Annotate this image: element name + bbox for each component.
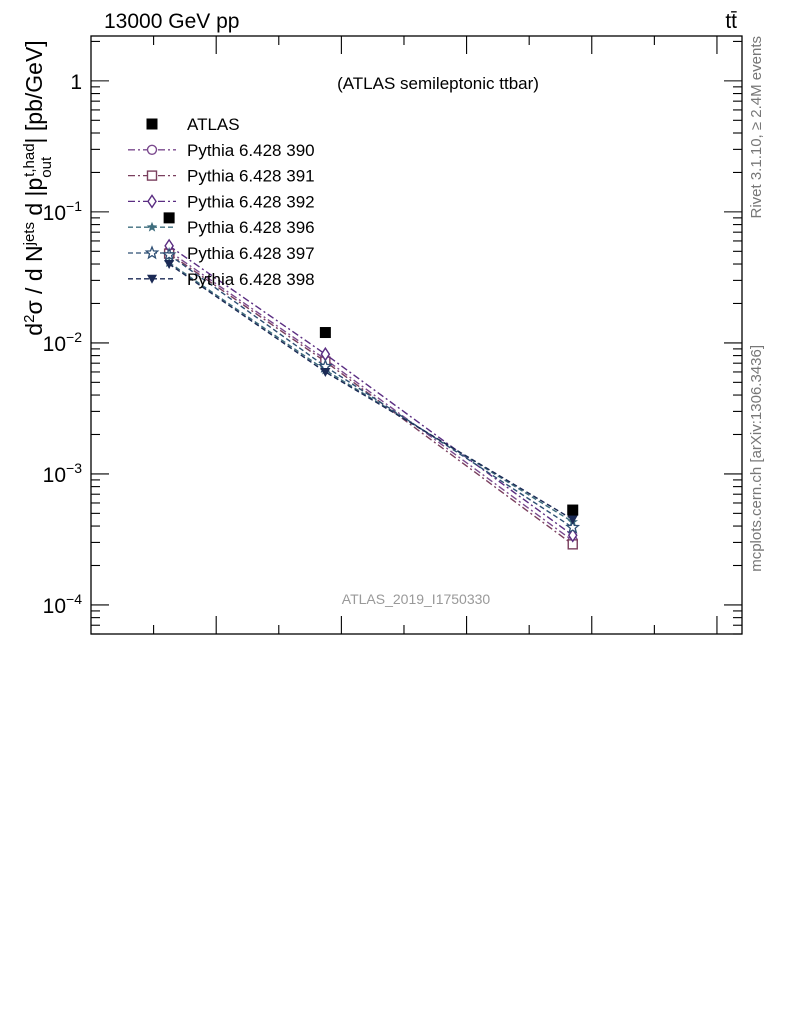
data-point — [319, 327, 331, 339]
energy-label: 13000 GeV pp — [104, 10, 239, 33]
legend-marker — [146, 221, 158, 232]
legend-marker — [144, 245, 160, 260]
series-layer — [161, 212, 581, 550]
data-point — [567, 515, 578, 525]
series-pythia-6-428-397 — [161, 246, 581, 534]
legend-label: Pythia 6.428 396 — [187, 218, 315, 237]
legend-label: Pythia 6.428 390 — [187, 141, 315, 160]
legend-marker — [147, 274, 157, 284]
legend-marker — [146, 118, 158, 130]
data-point — [567, 528, 578, 543]
data-point — [565, 519, 581, 534]
rivet-label: Rivet 3.1.10, ≥ 2.4M events — [748, 36, 765, 219]
legend-item: Pythia 6.428 391 — [128, 167, 315, 186]
legend-marker — [146, 144, 158, 156]
legend-item: Pythia 6.428 396 — [128, 218, 315, 237]
legend-label: Pythia 6.428 397 — [187, 244, 315, 263]
series-atlas — [163, 212, 579, 516]
data-point — [163, 212, 175, 224]
data-point — [320, 367, 331, 377]
series-line — [168, 245, 574, 536]
series-line — [168, 250, 574, 542]
series-line — [168, 254, 574, 529]
legend-label: Pythia 6.428 398 — [187, 270, 315, 289]
legend-marker — [146, 170, 158, 181]
legend-item: Pythia 6.428 392 — [128, 192, 315, 211]
series-line — [168, 263, 574, 521]
mcplots-label: mcplots.cern.ch [arXiv:1306.3436] — [748, 345, 765, 572]
y-tick-label: 10−4 — [43, 591, 83, 618]
chart-title: (ATLAS semileptonic ttbar) — [337, 74, 539, 93]
legend-item: ATLAS — [146, 115, 240, 134]
y-tick-label: 1 — [70, 71, 82, 94]
data-point — [567, 504, 579, 516]
legend-marker — [147, 194, 157, 209]
plot-frame — [90, 35, 743, 635]
data-point — [164, 260, 175, 270]
series-line — [168, 253, 574, 545]
series-pythia-6-428-390 — [163, 246, 578, 546]
legend-label: ATLAS — [187, 115, 240, 134]
analysis-watermark: ATLAS_2019_I1750330 — [342, 591, 491, 607]
process-label: tt̄ — [725, 10, 737, 33]
legend-item: Pythia 6.428 398 — [128, 270, 315, 289]
y-tick-labels: 1 10−1 10−2 10−3 10−4 — [43, 71, 83, 618]
series-pythia-6-428-392 — [164, 238, 578, 543]
y-axis-label: d2σ / d Njets d |poutt,had| [pb/GeV] — [21, 40, 55, 335]
axis-layer — [91, 36, 742, 635]
legend: ATLAS Pythia 6.428 390 Pythia 6.428 391 Pyt… — [128, 115, 315, 289]
y-tick-label: 10−3 — [43, 460, 83, 487]
legend-item: Pythia 6.428 397 — [128, 244, 315, 263]
legend-label: Pythia 6.428 392 — [187, 192, 315, 211]
legend-item: Pythia 6.428 390 — [128, 141, 315, 160]
series-pythia-6-428-398 — [164, 260, 578, 525]
legend-label: Pythia 6.428 391 — [187, 167, 315, 186]
y-tick-label: 10−1 — [43, 198, 83, 225]
y-tick-label: 10−2 — [43, 329, 83, 356]
